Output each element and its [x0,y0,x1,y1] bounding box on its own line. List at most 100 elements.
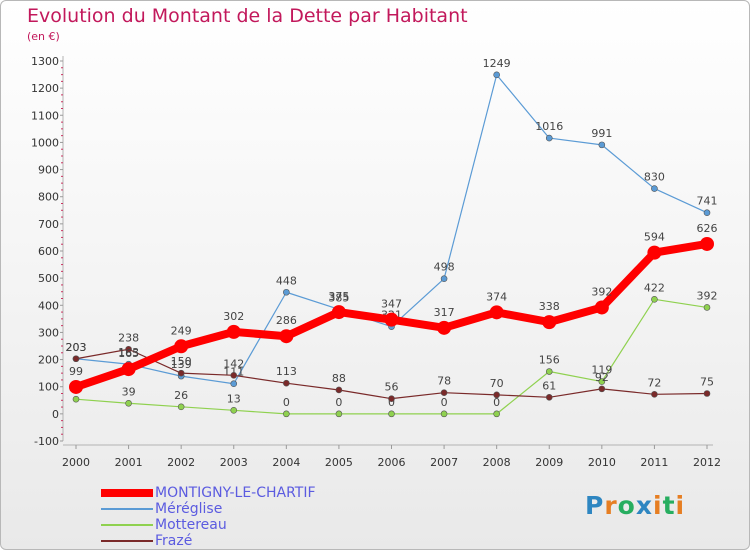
data-point [283,288,290,296]
data-label: 183 [118,346,139,359]
data-point [230,380,238,388]
y-tick-label: 100 [38,381,59,394]
data-label: 0 [335,396,342,409]
data-label: 238 [118,331,139,344]
data-point [283,410,290,418]
data-label: 594 [644,231,665,244]
data-label: 448 [276,274,297,287]
data-label: 119 [591,364,612,377]
data-point [177,403,185,411]
data-label: 422 [644,281,665,294]
data-point [545,134,553,142]
data-label: 385 [328,291,349,304]
data-label: 392 [591,285,612,298]
data-label: 99 [69,365,83,378]
data-point [335,386,343,394]
data-label: 392 [697,289,718,302]
data-point [647,245,662,260]
data-label: 165 [118,347,139,360]
data-point [489,305,504,320]
data-label: 830 [644,171,665,184]
data-label: 1016 [535,120,563,133]
legend-label: Frazé [155,533,193,549]
legend-item: Frazé [101,533,401,549]
data-label: 626 [697,222,718,235]
data-label: 72 [647,376,661,389]
x-tick-label: 2010 [588,456,616,469]
data-point [69,379,83,394]
y-tick-label: 500 [38,272,59,285]
data-point [226,324,241,339]
legend-label: MONTIGNY-LE-CHARTIF [155,485,316,501]
legend-label: Méréglise [155,501,223,517]
data-label: 70 [490,377,504,390]
y-tick-label: 200 [38,354,59,367]
logo-letter: i [675,491,686,520]
data-label: 498 [434,261,455,274]
data-label: 741 [697,195,718,208]
data-point [331,305,346,320]
y-tick-label: 1200 [31,82,59,95]
data-point [493,71,500,79]
logo-letter: x [635,491,653,520]
data-point [125,345,132,353]
x-tick-label: 2011 [640,456,668,469]
data-label: 75 [700,376,714,389]
data-label: 139 [171,358,192,371]
x-tick-label: 2003 [220,456,248,469]
data-point [545,393,553,401]
y-tick-label: 400 [38,299,59,312]
x-tick-label: 2005 [325,456,353,469]
data-point [384,312,399,327]
y-tick-label: 600 [38,245,59,258]
x-tick-label: 2006 [378,456,406,469]
x-tick-label: 2008 [483,456,511,469]
data-label: 203 [66,341,87,354]
legend-swatch [101,489,153,497]
data-point [440,389,448,396]
data-label: 113 [276,365,297,378]
data-label: 13 [227,392,241,405]
x-tick-label: 2001 [115,456,143,469]
data-point [545,368,553,375]
data-label: 78 [437,375,451,388]
data-point [279,329,294,344]
data-label: 249 [171,324,192,337]
data-point [493,391,500,399]
chart-legend: MONTIGNY-LE-CHARTIF Méréglise Mottereau Fra… [101,485,401,549]
x-tick-label: 2000 [62,456,90,469]
x-tick-label: 2012 [693,456,721,469]
data-label: 0 [388,396,395,409]
data-label: 1249 [483,57,511,70]
data-point [598,141,606,149]
data-label: 0 [283,396,290,409]
data-label: 92 [595,371,609,384]
data-point [335,410,343,418]
legend-swatch [101,508,153,510]
series-line [75,74,708,385]
data-label: 375 [328,290,349,303]
data-point [121,362,136,377]
logo-letter: t [662,491,676,520]
y-tick-label: 0 [52,408,59,421]
y-tick-label: 800 [38,191,59,204]
data-label: 156 [539,354,560,367]
y-tick-label: 1000 [31,136,59,149]
data-label: 302 [223,310,244,323]
y-tick-label: -100 [34,435,59,448]
y-tick-label: 1300 [31,55,59,68]
legend-item: Méréglise [101,501,401,517]
legend-item: MONTIGNY-LE-CHARTIF [101,485,401,501]
data-point [598,385,606,393]
data-label: 150 [171,355,192,368]
data-point [283,379,290,387]
data-label: 0 [441,396,448,409]
data-label: 39 [122,385,136,398]
data-label: 203 [66,341,87,354]
data-point [598,378,606,385]
data-point [230,372,238,379]
y-tick-label: 1100 [31,109,59,122]
legend-swatch [101,540,153,542]
